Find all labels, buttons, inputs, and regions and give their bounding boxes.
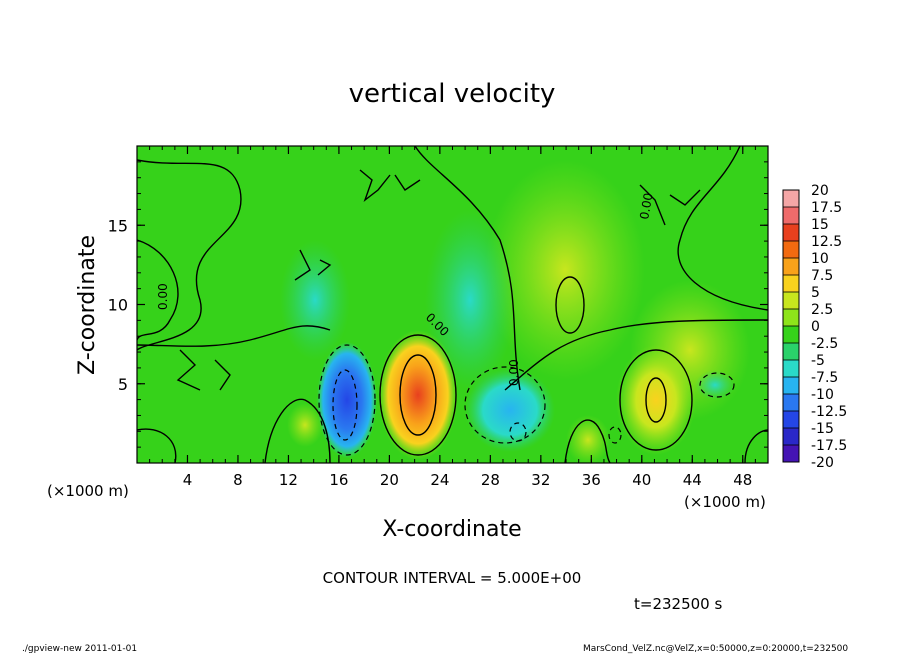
colorbar-swatch	[783, 241, 799, 258]
colorbar-label: -12.5	[811, 404, 847, 420]
colorbar-swatch	[783, 343, 799, 360]
time-text: t=232500 s	[634, 595, 722, 613]
colorbar-swatch	[783, 326, 799, 343]
x-unit-right: (×1000 m)	[684, 493, 766, 511]
colorbar-swatch	[783, 309, 799, 326]
colorbar-swatch	[783, 445, 799, 462]
updraft-region	[485, 160, 645, 380]
downdraft-region	[280, 240, 350, 360]
footer-right: MarsCond_VelZ.nc@VelZ,x=0:50000,z=0:2000…	[583, 644, 848, 654]
y-axis-label: Z-coordinate	[75, 235, 100, 375]
contour-label: 0.00	[156, 283, 170, 310]
contour-label-group: 0.00 0.00 0.00 0.00	[156, 192, 656, 386]
x-tick-label: 4	[183, 471, 193, 489]
colorbar-label: 7.5	[811, 268, 833, 284]
colorbar-swatch	[783, 275, 799, 292]
contour-lines-negative	[318, 344, 735, 456]
x-tick-label: 20	[380, 471, 399, 489]
colorbar-label: 5	[811, 285, 820, 301]
colorbar-swatch	[783, 428, 799, 445]
downdraft-core	[317, 342, 377, 458]
x-tick-label: 48	[733, 471, 752, 489]
x-unit-left: (×1000 m)	[47, 482, 129, 500]
colorbar-swatch	[783, 377, 799, 394]
plot-area: 0.00 0.00 0.00 0.00	[137, 146, 768, 463]
contour-label: 0.00	[507, 359, 521, 386]
colorbar-label: 2.5	[811, 302, 833, 318]
contour-label: 0.00	[637, 192, 655, 221]
x-tick-label: 12	[279, 471, 298, 489]
y-tick-label: 5	[118, 375, 128, 394]
colorbar-label: -15	[811, 421, 834, 437]
x-tick-label: 28	[481, 471, 500, 489]
x-axis-label: X-coordinate	[382, 517, 521, 542]
x-tick-label: 24	[430, 471, 449, 489]
x-tick-label: 40	[632, 471, 651, 489]
colorbar-label: 17.5	[811, 200, 842, 216]
colorbar-label: 20	[811, 183, 829, 199]
colorbar-label: -10	[811, 387, 834, 403]
colorbar-swatch	[783, 360, 799, 377]
updraft-core	[378, 330, 458, 460]
contour-lines	[137, 146, 768, 463]
colorbar: 2017.51512.5107.552.50-2.5-5-7.5-10-12.5…	[782, 183, 847, 471]
x-tick-label: 32	[531, 471, 550, 489]
colorbar-swatch	[783, 207, 799, 224]
colorbar-swatch	[783, 258, 799, 275]
colorbar-label: -17.5	[811, 438, 847, 454]
colorbar-label: -2.5	[811, 336, 838, 352]
y-tick-label: 10	[108, 296, 128, 315]
updraft-region	[287, 403, 323, 447]
downdraft-region	[425, 210, 515, 390]
y-axis: 5 10 15	[108, 145, 768, 464]
colorbar-label: -5	[811, 353, 825, 369]
colorbar-label: -7.5	[811, 370, 838, 386]
x-tick-label: 36	[582, 471, 601, 489]
colorbar-label: 0	[811, 319, 820, 335]
colorbar-swatch	[783, 394, 799, 411]
colorbar-swatch	[783, 190, 799, 207]
x-tick-label: 44	[683, 471, 702, 489]
colorbar-swatch	[783, 411, 799, 428]
chart-title: vertical velocity	[349, 79, 556, 109]
colorbar-swatch	[783, 224, 799, 241]
colorbar-label: -20	[811, 455, 834, 471]
colorbar-swatch	[783, 292, 799, 309]
colorbar-label: 15	[811, 217, 829, 233]
footer-left: ./gpview-new 2011-01-01	[22, 644, 137, 654]
updraft-core	[616, 345, 696, 455]
x-axis: 4 8 12 16 20 24 28 32 36 40 44 48	[136, 146, 769, 489]
colorbar-label: 10	[811, 251, 829, 267]
downdraft-core	[465, 368, 555, 452]
downdraft-region	[695, 370, 735, 400]
contour-interval-text: CONTOUR INTERVAL = 5.000E+00	[323, 569, 582, 587]
y-tick-label: 15	[108, 216, 128, 235]
x-tick-label: 8	[233, 471, 243, 489]
colorbar-label: 12.5	[811, 234, 842, 250]
x-tick-label: 16	[329, 471, 348, 489]
